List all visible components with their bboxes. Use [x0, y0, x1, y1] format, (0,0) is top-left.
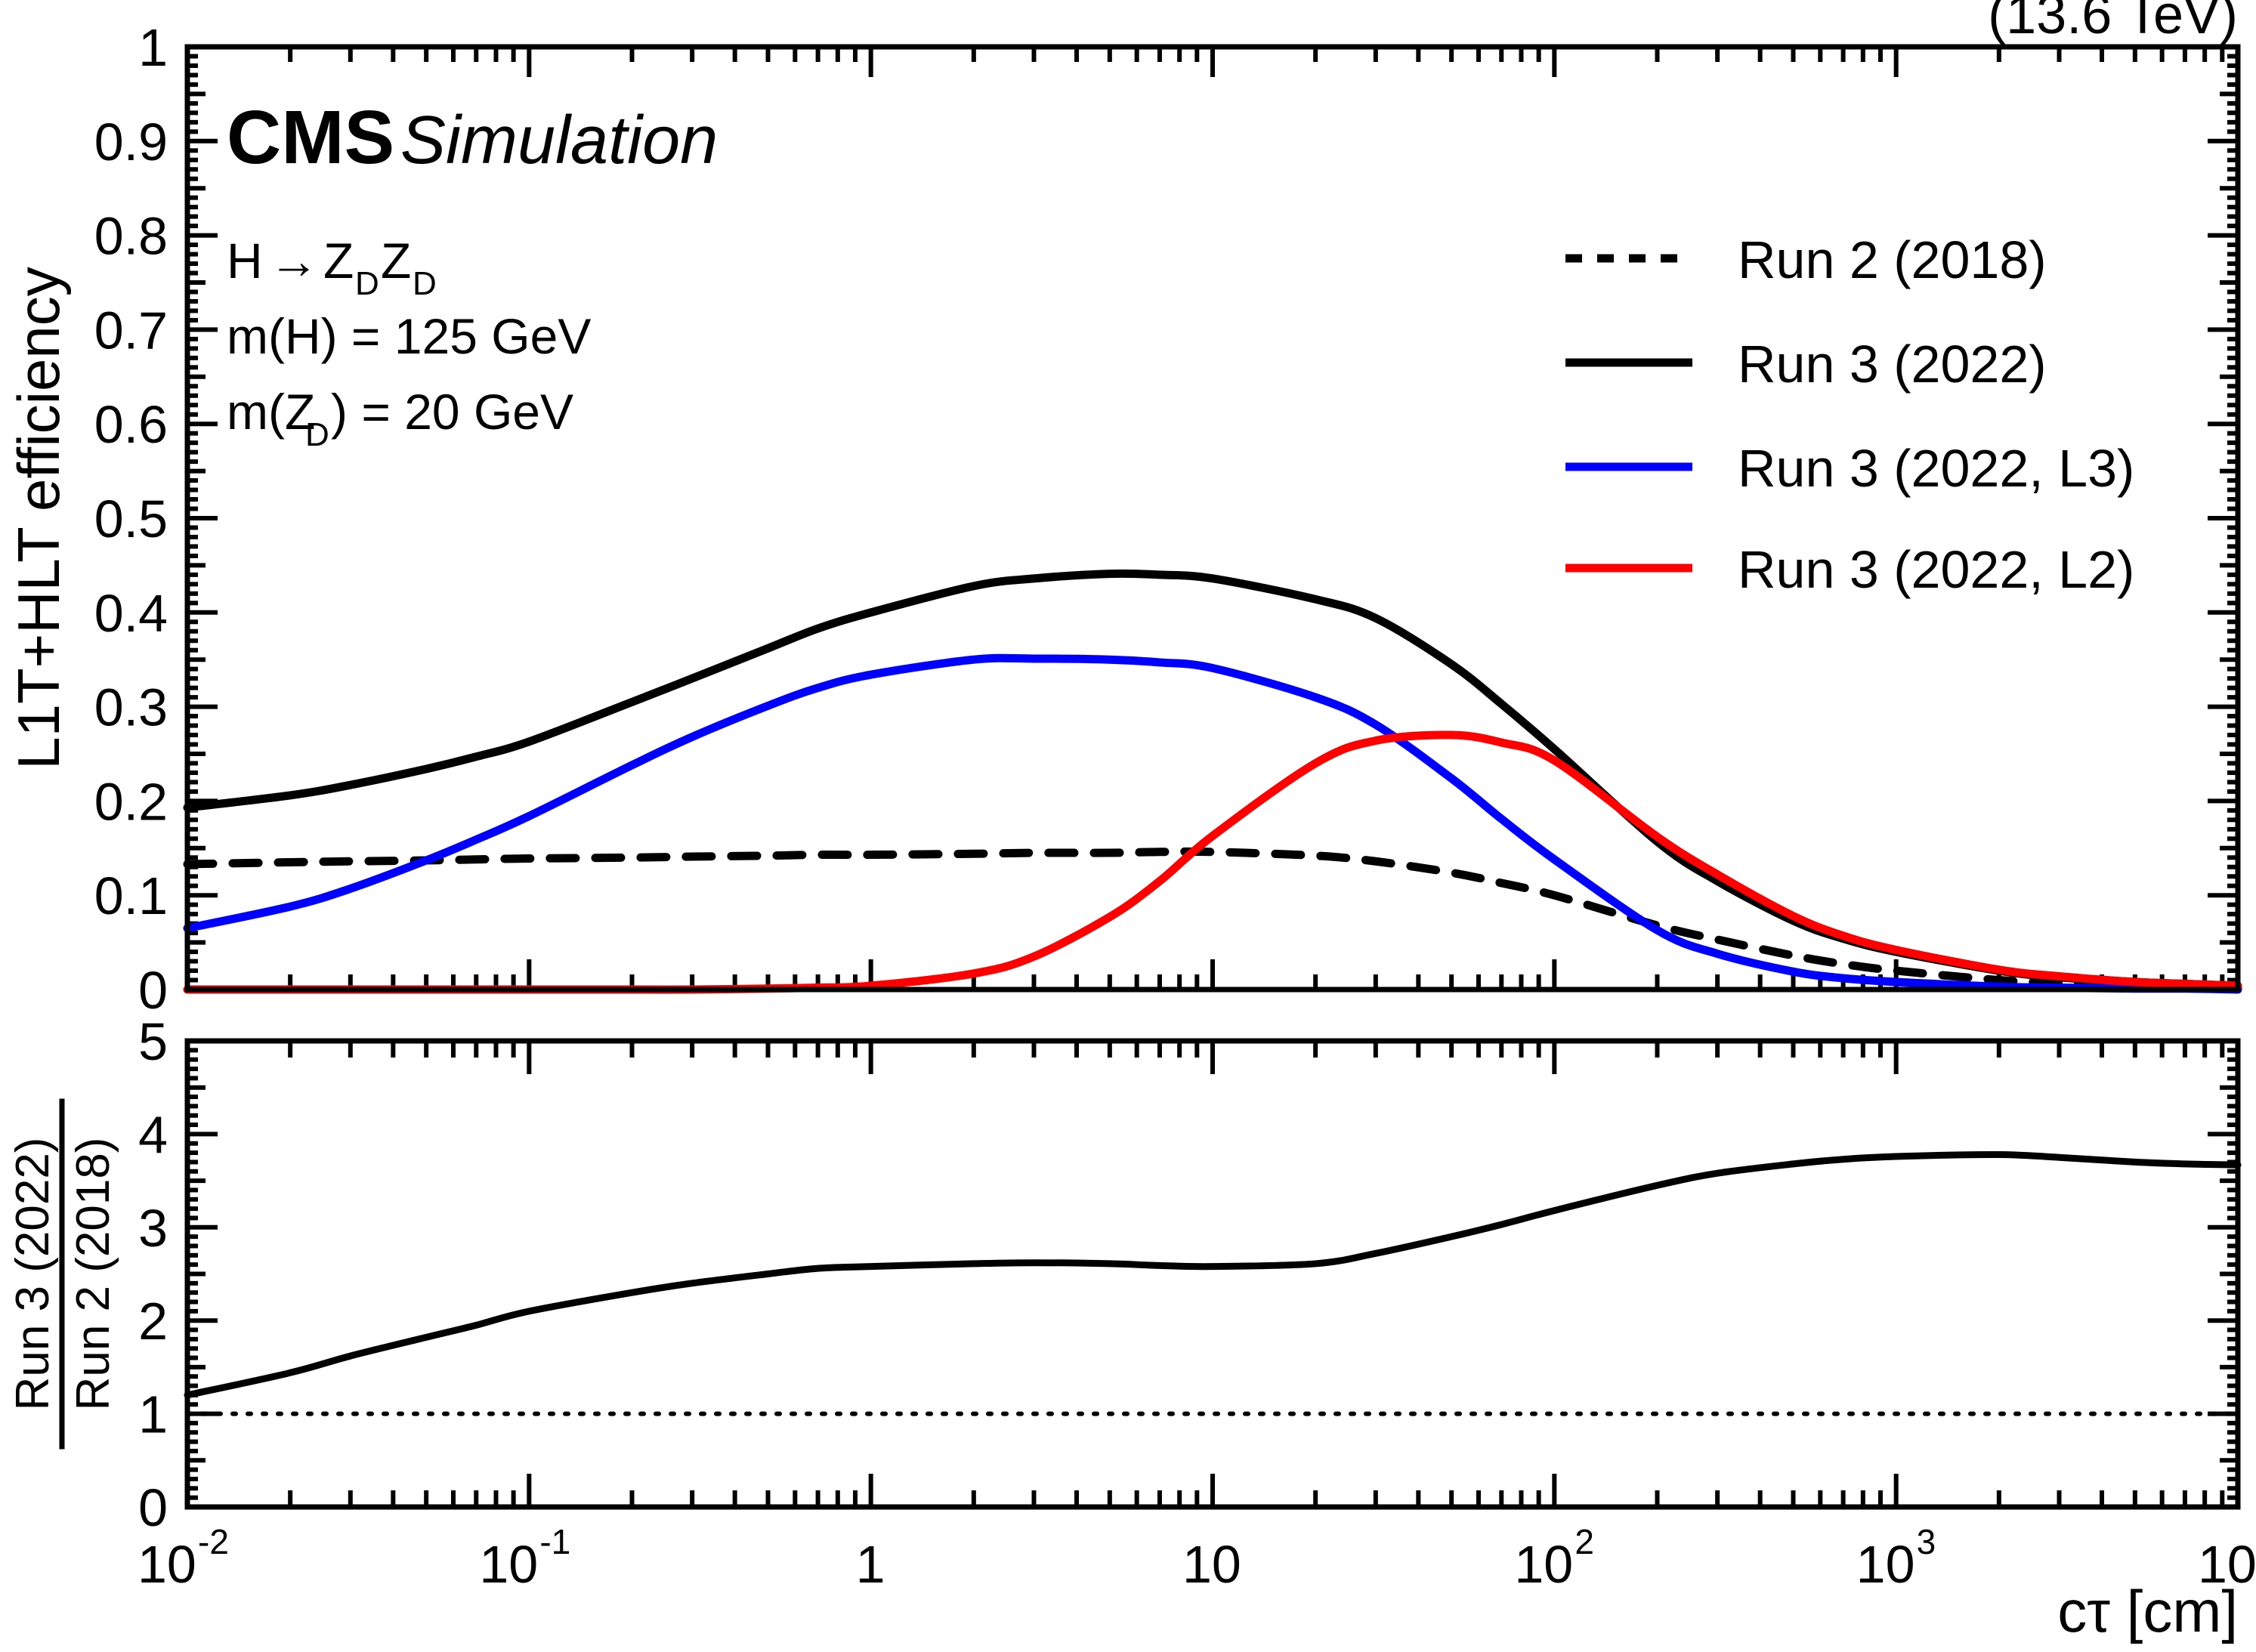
process-zd1-sub: D: [355, 265, 379, 302]
mass-zd-suffix: ) = 20 GeV: [331, 384, 573, 440]
x-tick-mantissa: 10: [479, 1535, 538, 1594]
data-curve: [183, 730, 2242, 994]
mass-zd-sub: D: [305, 416, 329, 453]
y-axis-title-top: L1T+HLT efficiency: [5, 267, 72, 770]
process-annotation: H → Z D Z D: [227, 233, 437, 302]
x-tick-mantissa: 1: [856, 1535, 885, 1594]
cms-logo-label: CMS: [227, 95, 394, 180]
y-axis-title-ratio: Run 3 (2022) Run 2 (2018): [7, 1098, 119, 1450]
y-tick-label-top: 0: [138, 961, 168, 1020]
legend-label: Run 3 (2022): [1738, 335, 2047, 394]
x-tick-label: 10: [1182, 1535, 1241, 1594]
x-tick-label: 10 2: [1514, 1522, 1594, 1594]
y-tick-label-ratio: 2: [138, 1292, 168, 1351]
y-tick-label-top: 0.2: [94, 772, 168, 831]
mass-zd-prefix: m(Z: [227, 384, 315, 440]
simulation-label: Simulation: [400, 103, 718, 178]
mass-zd-label: m(ZD) = 20 GeV: [227, 384, 573, 453]
y-tick-label-top: 0.3: [94, 678, 168, 737]
x-tick-label: 1: [856, 1535, 885, 1594]
x-tick-mantissa: 10: [138, 1535, 196, 1594]
data-curve: [183, 847, 2242, 992]
process-higgs: H: [227, 233, 263, 289]
ratio-panel-frame: [184, 1038, 2241, 1510]
legend-label: Run 3 (2022, L2): [1738, 540, 2134, 599]
x-axis-title: cτ [cm]: [2057, 1578, 2238, 1644]
top-panel-frame: [184, 44, 2241, 993]
y-tick-label-ratio: 4: [138, 1105, 168, 1164]
ratio-denominator-label: Run 2 (2018): [67, 1138, 119, 1411]
ratio-numerator-label: Run 3 (2022): [7, 1138, 59, 1411]
ratio-panel-frame-overlay: [184, 1038, 2241, 1510]
y-tick-label-top: 0.1: [94, 866, 168, 925]
x-tick-exponent: -2: [198, 1522, 229, 1561]
process-zd1: Z: [323, 233, 354, 289]
data-curve: [183, 569, 2242, 990]
y-tick-label-top: 0.6: [94, 395, 168, 454]
x-tick-exponent: 2: [1575, 1522, 1594, 1561]
legend-entry[interactable]: Run 3 (2022, L2): [1565, 540, 2134, 599]
y-tick-label-top: 1: [138, 18, 168, 77]
x-tick-mantissa: 10: [1856, 1535, 1915, 1594]
x-tick-label: 10 -1: [479, 1522, 570, 1594]
top-panel-frame-overlay: [184, 44, 2241, 993]
process-arrow-icon: →: [269, 233, 319, 289]
x-tick-label: 10 3: [1856, 1522, 1936, 1594]
data-curve: [183, 653, 2242, 994]
mass-higgs-label: m(H) = 125 GeV: [227, 308, 591, 364]
x-tick-exponent: -1: [539, 1522, 570, 1561]
x-tick-label: 10 -2: [138, 1522, 229, 1594]
y-tick-label-top: 0.5: [94, 489, 168, 548]
ratio-curve: [184, 1151, 2242, 1399]
y-tick-label-ratio: 0: [138, 1478, 168, 1537]
y-tick-label-ratio: 3: [138, 1199, 168, 1258]
legend-entry[interactable]: Run 3 (2022, L3): [1565, 439, 2134, 498]
x-tick-mantissa: 10: [1182, 1535, 1241, 1594]
x-tick-exponent: 3: [1917, 1522, 1936, 1561]
process-zd2-sub: D: [413, 265, 437, 302]
legend-label: Run 2 (2018): [1738, 230, 2047, 289]
x-tick-mantissa: 10: [1514, 1535, 1573, 1594]
process-zd2: Z: [381, 233, 411, 289]
y-tick-label-top: 0.7: [94, 301, 168, 360]
y-tick-label-top: 0.4: [94, 584, 168, 643]
x-tick-mantissa: 10: [2198, 1535, 2256, 1594]
y-tick-label-ratio: 5: [138, 1012, 168, 1071]
energy-label: (13.6 TeV): [1988, 0, 2238, 45]
y-tick-label-top: 0.8: [94, 207, 168, 266]
y-tick-label-ratio: 1: [138, 1385, 168, 1444]
legend-entry[interactable]: Run 2 (2018): [1565, 230, 2047, 289]
legend-label: Run 3 (2022, L3): [1738, 439, 2134, 498]
x-tick-label: 104: [2198, 1535, 2256, 1594]
y-tick-label-top: 0.9: [94, 113, 168, 171]
legend-entry[interactable]: Run 3 (2022): [1565, 335, 2047, 394]
